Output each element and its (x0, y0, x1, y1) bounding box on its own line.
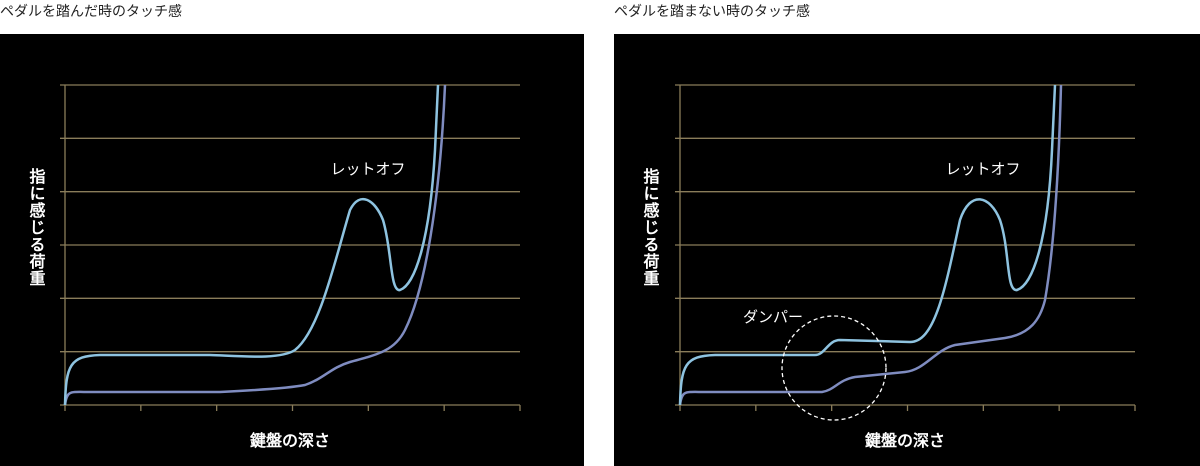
grid (675, 84, 1136, 411)
y-axis-label: 指に感じる荷重 (641, 167, 660, 287)
panel-bg (0, 34, 584, 466)
panel-title: ペダルを踏まない時のタッチ感 (614, 3, 810, 20)
x-axis-label: 鍵盤の深さ (250, 431, 330, 450)
curve-without (678, 84, 1063, 406)
panel-bg (614, 34, 1200, 466)
x-axis-label: 鍵盤の深さ (865, 431, 945, 450)
y-axis-label: 指に感じる荷重 (27, 167, 46, 287)
curve-with (63, 84, 440, 406)
annotation: レットオフ (330, 160, 405, 178)
annotation: ダンパー (743, 308, 803, 326)
right-panel: ペダルを踏まない時のタッチ感 指に感じる荷重 鍵盤の深さ レットオフ ダンパー (614, 3, 1200, 466)
curve-with (678, 84, 1057, 406)
left-panel: ペダルを踏んだ時のタッチ感 指に感じる荷重 鍵盤の深さ レットオフ (0, 3, 584, 466)
panel-title: ペダルを踏んだ時のタッチ感 (0, 3, 182, 20)
annotation: レットオフ (945, 160, 1020, 178)
curve-without (63, 84, 447, 406)
highlight-circle (781, 315, 887, 421)
